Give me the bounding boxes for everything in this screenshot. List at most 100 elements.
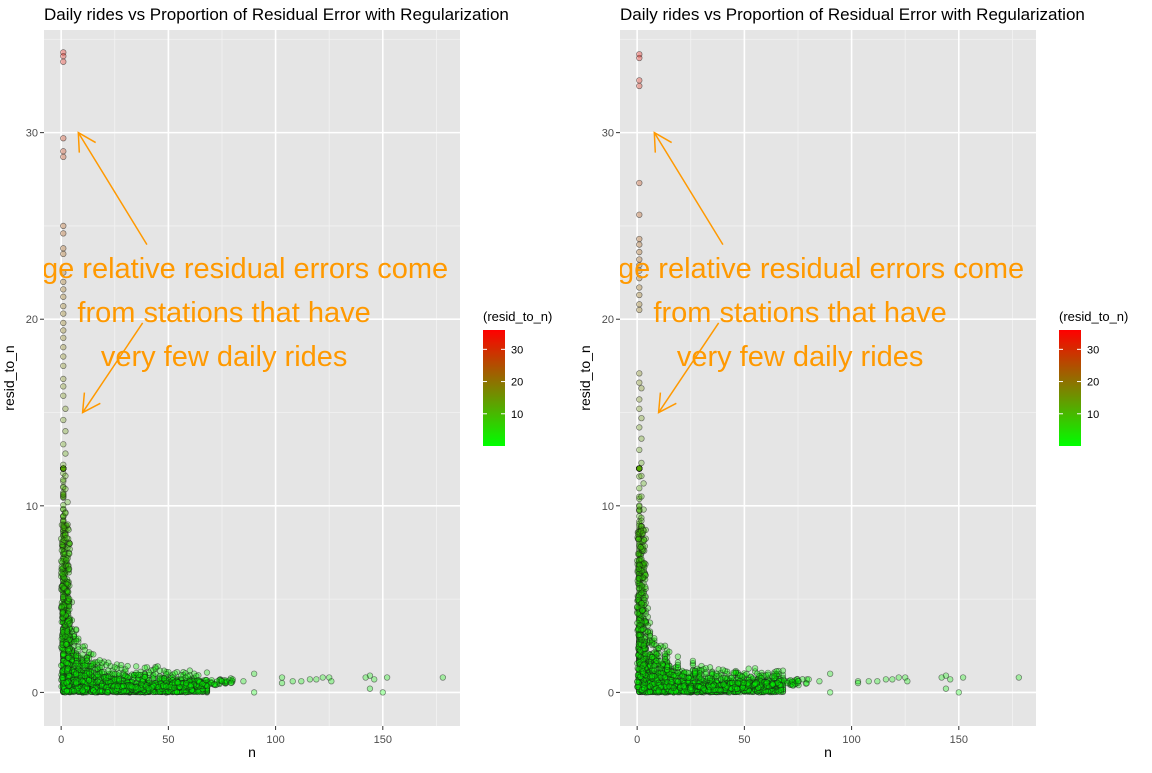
scatter-point [90,651,97,658]
scatter-point-tail [298,678,305,685]
x-tick-label: 100 [266,734,284,746]
scatter-point [685,674,692,682]
scatter-point [73,670,80,678]
y-tick-label: 0 [608,687,614,699]
scatter-point [657,658,664,665]
scatter-point-tail [278,674,286,681]
scatter-point [227,679,235,687]
scatter-point-tail [218,678,226,685]
scatter-point [657,665,664,672]
scatter-point [60,476,67,483]
scatter-point-tail [942,685,950,692]
scatter-point [96,657,103,664]
scatter-point-high [636,284,643,291]
scatter-point [211,681,218,688]
scatter-point [98,669,106,676]
scatter-point [88,680,95,687]
scatter-point [674,669,682,676]
scatter-point [162,683,170,690]
y-tick-label: 20 [602,314,614,326]
scatter-point [713,673,720,680]
scatter-point-tail [882,676,890,683]
legend-tick-label: 30 [511,344,523,356]
scatter-point-high [64,498,71,506]
scatter-point [105,667,112,674]
scatter-point [66,672,73,680]
scatter-point-high [636,405,643,412]
scatter-point [60,501,67,509]
scatter-point-tail [289,678,296,685]
scatter-point-tail [366,672,374,679]
scatter-point [75,646,82,653]
scatter-point [174,679,181,686]
scatter-point [696,674,703,681]
scatter-point-high [636,54,643,62]
scatter-point [636,495,643,503]
scatter-point [183,680,190,687]
scatter-point-high [60,416,67,424]
scatter-point [636,465,643,472]
scatter-point-tail [319,674,326,681]
scatter-point [66,550,73,557]
scatter-point-tail [371,676,378,683]
scatter-point [764,671,772,678]
legend-title: (resid_to_n) [483,309,552,324]
scatter-point-high [60,303,67,310]
scatter-point-tail [947,676,954,683]
legend-colorbar [483,330,505,446]
scatter-point-tail [250,689,258,696]
scatter-point [639,626,646,633]
scatter-point [668,679,675,686]
scatter-point [59,594,67,601]
scatter-point [60,491,67,498]
scatter-point [639,574,646,581]
scatter-point [81,672,88,679]
scatter-point-high [62,510,69,517]
annotation-text: Large relative residual errors come from … [44,253,448,373]
scatter-point [635,536,642,543]
legend: (resid_to_n) 10 20 30 [1059,309,1128,446]
legend-tick-label: 20 [511,377,523,389]
scatter-point-high [60,353,67,360]
scatter-point-tail [854,679,862,687]
scatter-point [637,544,644,551]
scatter-point-tail [1015,674,1022,681]
scatter-point [66,540,73,547]
scatter-point [114,682,121,690]
scatter-point-high [636,301,643,308]
scatter-point [59,674,66,682]
scatter-point-tail [874,678,881,685]
scatter-point [745,665,752,672]
annotation-line-2: from stations that have [77,297,370,329]
scatter-point [199,680,206,688]
scatter-point-tail [904,678,911,685]
scatter-point [638,589,645,597]
scatter-point [706,674,714,682]
chart-panel-1: Daily rides vs Proportion of Residual Er… [1,5,552,760]
scatter-point [687,686,694,693]
scatter-point [203,669,211,676]
scatter-point [122,666,129,673]
scatter-point-tail [278,679,286,687]
scatter-point [64,646,72,653]
scatter-point [145,685,152,692]
x-tick-label: 0 [58,734,64,746]
scatter-point [63,556,70,564]
points-layer [58,49,447,696]
scatter-point [674,661,682,669]
scatter-point-high [60,383,67,390]
scatter-point-high [60,52,67,60]
scatter-point-tail [439,674,447,681]
scatter-point-high [636,235,643,243]
scatter-point [73,626,80,633]
scatter-point [717,687,724,694]
scatter-point-high [60,222,67,230]
scatter-point [709,683,716,690]
scatter-point [62,531,69,538]
scatter-point [81,646,88,654]
scatter-point [171,670,178,677]
scatter-point [152,665,159,672]
scatter-point [641,685,648,692]
scatter-point-high [60,461,67,468]
